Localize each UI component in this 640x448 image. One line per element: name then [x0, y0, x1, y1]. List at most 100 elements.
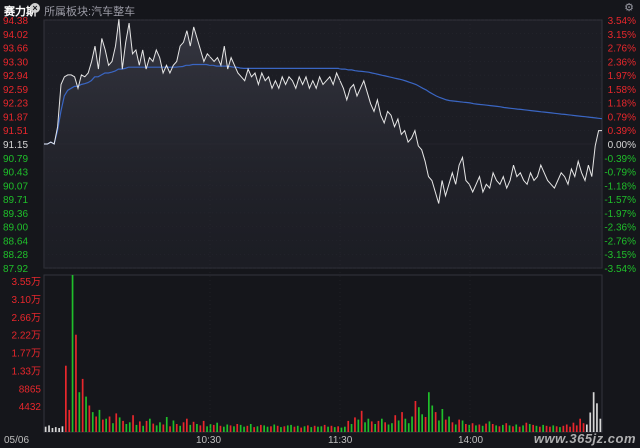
volume-bar: [51, 428, 54, 432]
volume-bar: [276, 425, 279, 432]
volume-bar: [212, 424, 215, 432]
volume-bar: [454, 424, 457, 432]
volume-bar: [159, 422, 161, 432]
volume-bar: [475, 425, 477, 432]
volume-bar: [44, 426, 47, 432]
y-tick-left: 93.66: [3, 44, 28, 55]
y-tick-left: 92.59: [3, 85, 28, 96]
volume-bar: [569, 426, 571, 432]
volume-bar: [95, 416, 97, 432]
volume-bar: [424, 417, 427, 432]
volume-bar: [260, 424, 262, 432]
volume-bar: [471, 423, 474, 432]
x-tick: 14:00: [458, 435, 483, 446]
volume-bar: [599, 418, 602, 432]
y-tick-left: 91.15: [3, 140, 28, 151]
volume-bar: [565, 424, 568, 432]
volume-tick: 1.77万: [12, 349, 41, 360]
y-tick-right: -3.54%: [604, 264, 636, 275]
volume-bar: [54, 427, 57, 432]
volume-bar: [374, 424, 376, 432]
y-tick-right: -1.97%: [604, 209, 636, 220]
y-tick-left: 92.23: [3, 99, 28, 110]
volume-tick: 1.33万: [12, 366, 41, 377]
volume-bar: [394, 415, 397, 432]
volume-bar: [48, 425, 50, 432]
volume-tick: 8865: [19, 384, 42, 395]
y-tick-right: 1.97%: [608, 71, 636, 82]
volume-bar: [85, 396, 87, 432]
volume-bar: [461, 420, 464, 432]
volume-bar: [132, 415, 134, 432]
y-tick-left: 93.30: [3, 57, 28, 68]
volume-bar: [209, 424, 212, 432]
y-tick-left: 87.92: [3, 264, 28, 275]
volume-bar: [280, 427, 282, 432]
volume-bar: [340, 427, 343, 432]
volume-bar: [525, 422, 528, 432]
volume-bar: [397, 420, 400, 432]
volume-bar: [364, 422, 366, 432]
volume-bar: [223, 426, 225, 432]
price-line: [44, 19, 602, 204]
volume-bar: [293, 426, 296, 432]
volume-bar: [350, 424, 353, 432]
volume-bar: [115, 413, 118, 432]
y-tick-right: 3.54%: [608, 16, 636, 27]
volume-bar: [313, 425, 316, 432]
volume-bar: [481, 425, 484, 432]
y-tick-left: 90.43: [3, 168, 28, 179]
volume-bar: [498, 426, 501, 432]
y-tick-left: 94.38: [3, 16, 28, 27]
volume-bar: [310, 427, 313, 432]
volume-bar: [135, 424, 138, 432]
stock-name: 赛力斯: [4, 6, 37, 18]
y-tick-right: -1.57%: [604, 195, 636, 206]
gear-icon[interactable]: ⚙: [624, 2, 634, 14]
volume-bar: [502, 424, 504, 432]
volume-bar: [202, 420, 205, 432]
y-tick-left: 88.64: [3, 236, 28, 247]
volume-bar: [142, 425, 144, 432]
volume-bar: [256, 426, 259, 432]
volume-bar: [434, 412, 437, 432]
volume-bar: [387, 424, 390, 432]
volume-bar: [360, 410, 363, 432]
volume-bar: [78, 392, 81, 432]
volume-bar: [189, 424, 192, 432]
volume-bar: [589, 412, 592, 432]
close-icon[interactable]: ×: [30, 3, 40, 13]
volume-bar: [172, 420, 175, 432]
volume-bar: [266, 426, 269, 432]
volume-bar: [286, 425, 289, 432]
volume-bar: [555, 426, 558, 432]
volume-bar: [71, 275, 74, 432]
avg-price-line: [44, 63, 603, 145]
volume-tick: 3.55万: [12, 277, 41, 288]
volume-bar: [367, 418, 370, 432]
watermark: www.365jz.com: [533, 431, 636, 446]
volume-bar: [528, 424, 531, 432]
volume-bar: [333, 427, 336, 432]
volume-bar: [552, 425, 555, 432]
volume-bar: [169, 426, 171, 432]
volume-bar: [263, 425, 265, 432]
y-tick-right: 3.15%: [608, 30, 636, 41]
volume-bar: [179, 425, 181, 432]
x-tick: 05/06: [4, 435, 29, 446]
y-tick-right: 0.39%: [608, 126, 636, 137]
volume-bar: [592, 392, 595, 432]
y-tick-left: 88.28: [3, 250, 28, 261]
price-area: [44, 19, 602, 269]
volume-bar: [438, 420, 440, 432]
volume-bar: [465, 424, 467, 432]
volume-bar: [404, 418, 407, 432]
y-tick-right: -0.79%: [604, 168, 636, 179]
volume-bar: [296, 425, 299, 432]
volume-bar: [458, 419, 460, 432]
volume-bar: [58, 428, 60, 432]
volume-bar: [485, 423, 487, 432]
volume-bar: [428, 392, 430, 432]
y-tick-left: 92.94: [3, 71, 28, 82]
volume-bar: [112, 423, 114, 432]
